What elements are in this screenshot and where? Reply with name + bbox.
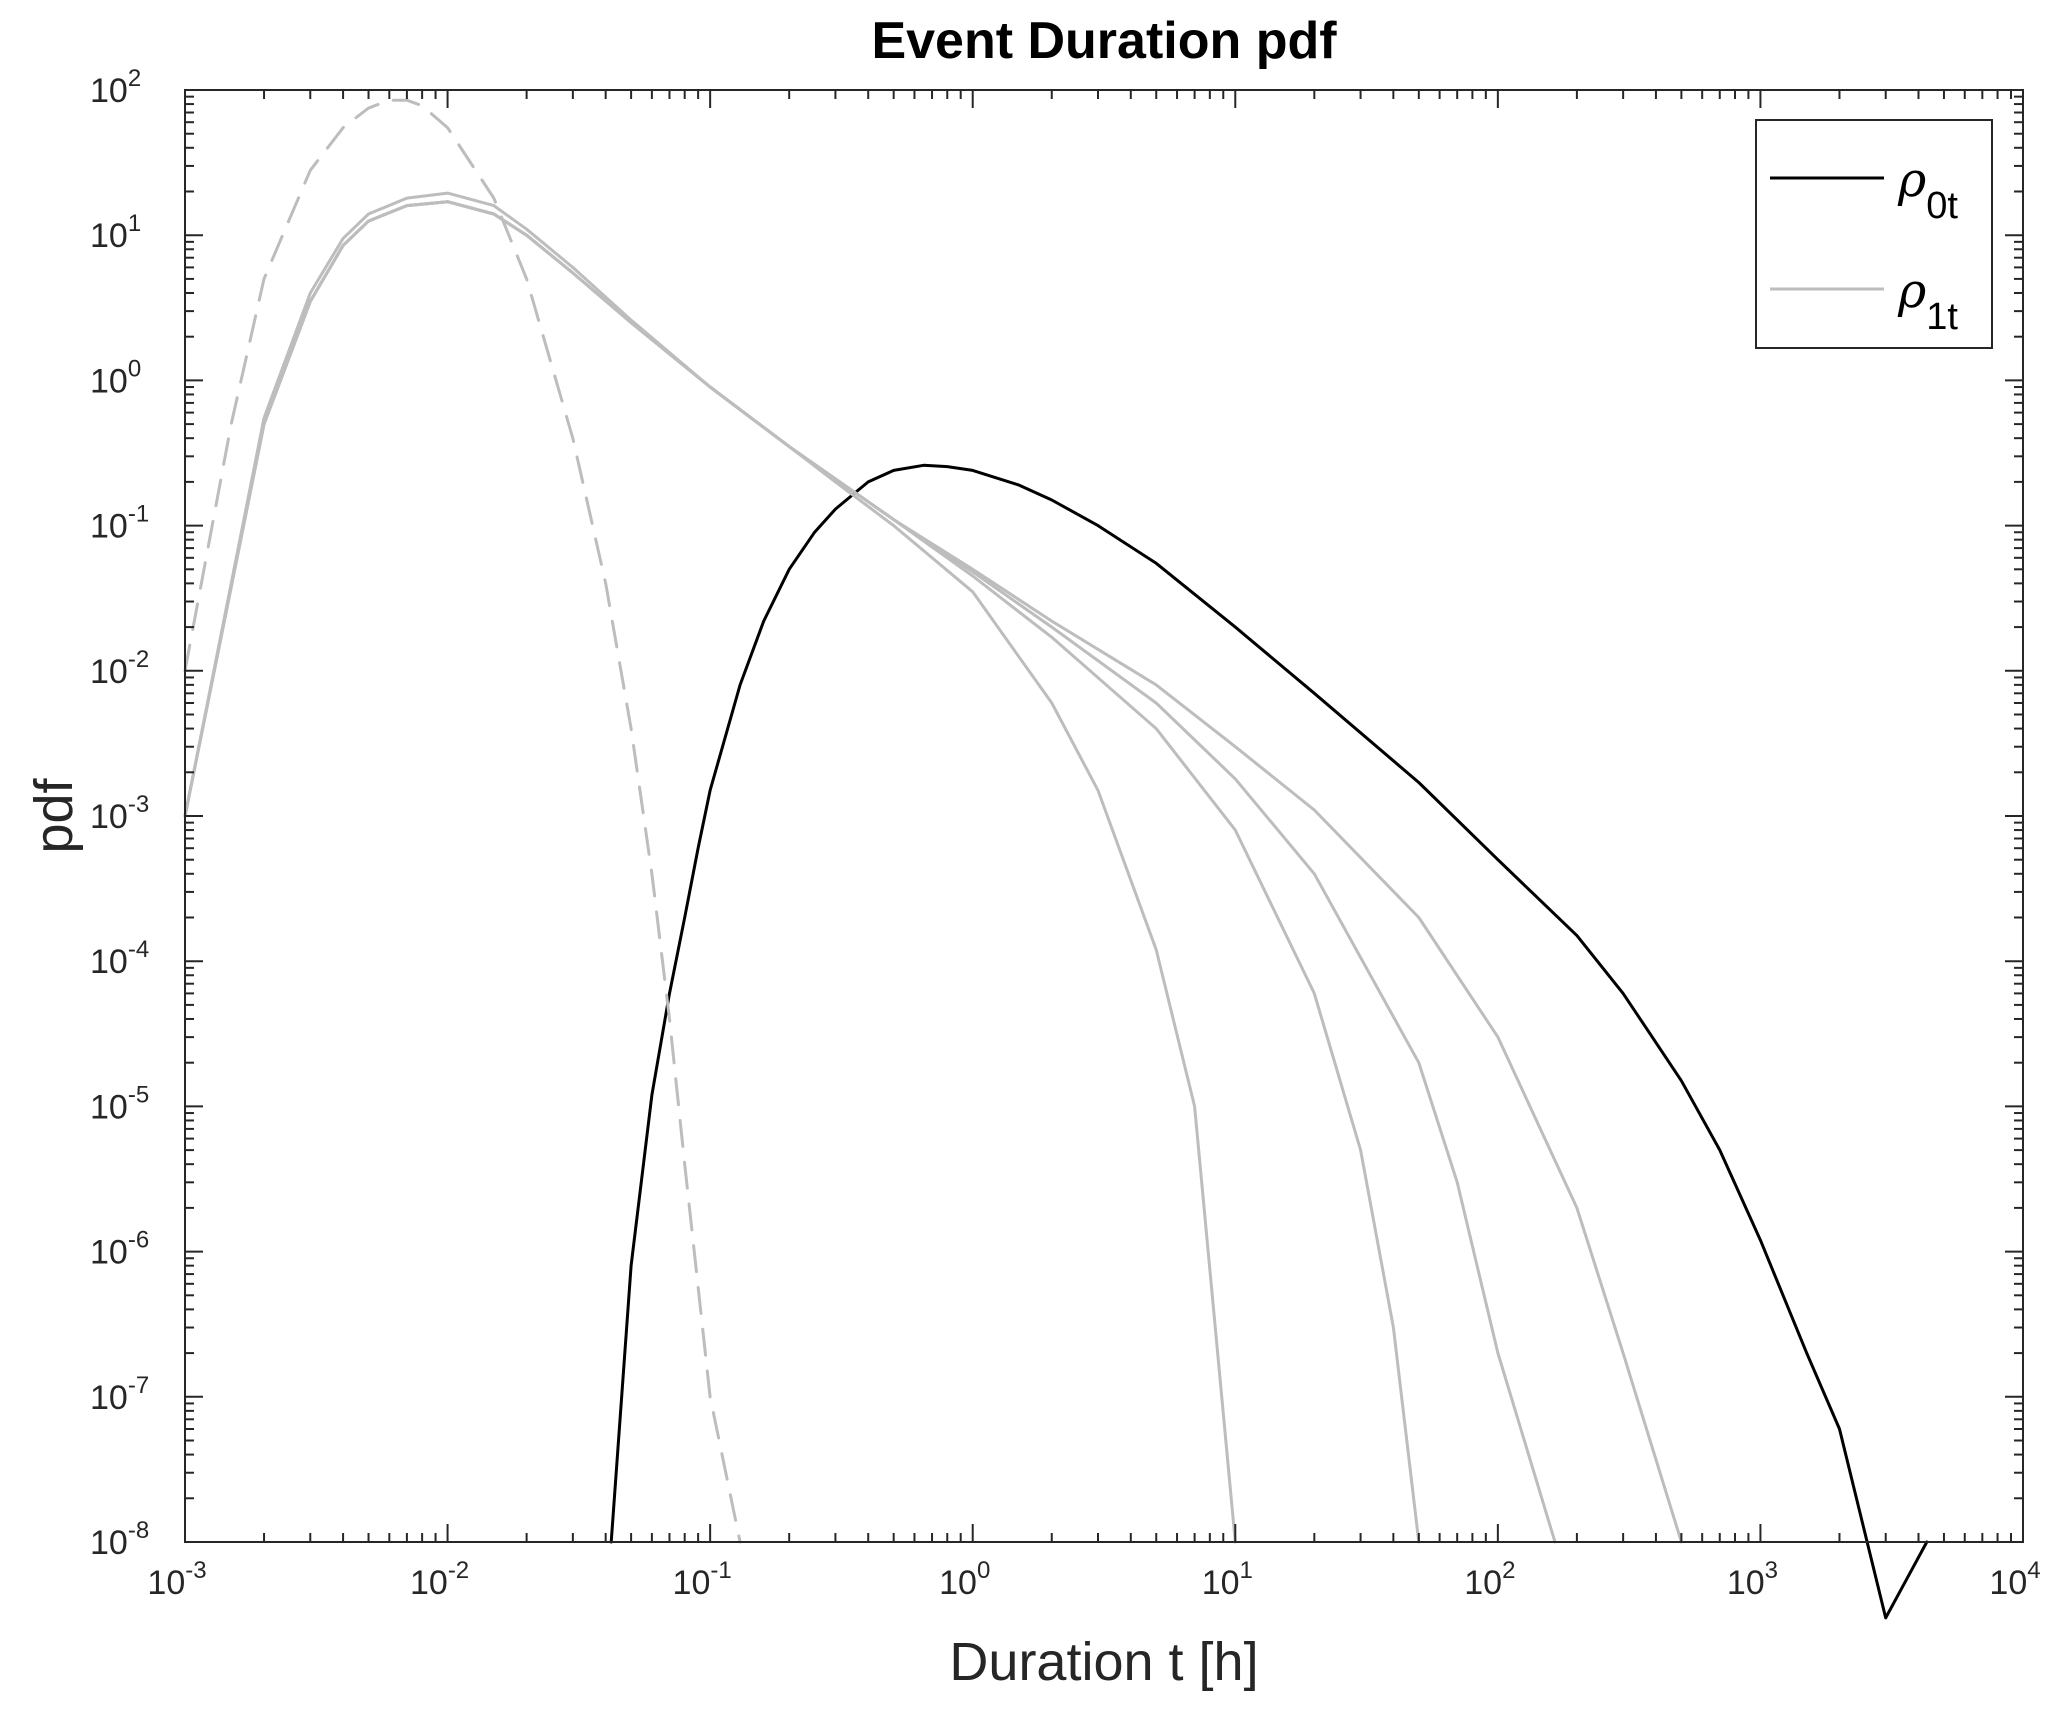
y-tick-label: 10-8 — [90, 1517, 149, 1562]
legend-label-0t: ρ0t — [1897, 152, 1958, 227]
y-tick-label: 10-1 — [90, 501, 149, 546]
y-tick-label: 100 — [90, 355, 141, 400]
y-tick-label: 10-3 — [90, 791, 149, 836]
legend: ρ0t ρ1t — [1755, 119, 1993, 349]
x-tick-label: 10-1 — [673, 1557, 732, 1602]
x-tick-label: 10-2 — [410, 1557, 469, 1602]
x-tick-label: 102 — [1464, 1557, 1515, 1602]
x-tick-label: 10-3 — [147, 1557, 206, 1602]
series-line-5 — [183, 191, 791, 818]
y-tick-label: 102 — [90, 65, 141, 110]
x-axis-label: Duration t [h] — [949, 1632, 1258, 1692]
legend-label-1t: ρ1t — [1897, 263, 1958, 338]
x-tick-label: 101 — [1202, 1557, 1253, 1602]
x-tick-label: 104 — [1989, 1557, 2040, 1602]
chart-title: Event Duration pdf — [871, 12, 1337, 70]
ticks-layer: 10-3 10-2 10-1 100 101 102 103 104 102 101 100 10-1… — [90, 65, 2041, 1602]
plot-area — [185, 90, 2023, 1542]
series-line-0 — [609, 463, 1929, 1620]
series-layer — [183, 98, 1929, 1620]
x-tick-label: 103 — [1727, 1557, 1778, 1602]
plot-frame — [184, 89, 2024, 1543]
y-tick-label: 10-6 — [90, 1227, 149, 1272]
legend-box — [1755, 119, 1993, 349]
x-tick-label: 100 — [939, 1557, 990, 1602]
y-axis-label: pdf — [24, 777, 84, 853]
y-tick-label: 10-5 — [90, 1081, 149, 1126]
y-tick-label: 10-2 — [90, 646, 149, 691]
y-tick-label: 101 — [90, 210, 141, 255]
series-line-6 — [183, 98, 742, 1544]
y-tick-label: 10-7 — [90, 1372, 149, 1417]
y-tick-label: 10-4 — [90, 936, 149, 981]
